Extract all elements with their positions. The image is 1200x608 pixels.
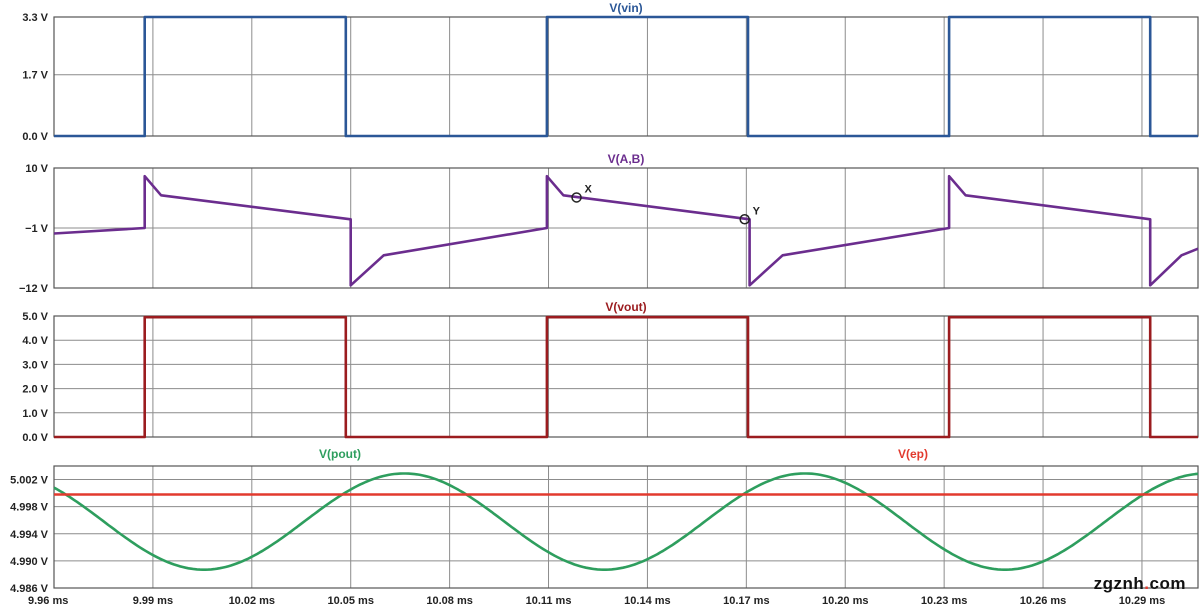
y-tick-label: 5.002 V (10, 475, 49, 487)
x-tick-label: 10.23 ms (921, 595, 967, 607)
y-tick-label: 10 V (25, 163, 48, 175)
series-line-v-pout- (53, 472, 1199, 571)
x-tick-label: 10.20 ms (822, 595, 868, 607)
y-tick-label: −1 V (25, 223, 49, 235)
y-tick-label: 4.986 V (10, 583, 49, 595)
watermark-text-1: zgznh (1093, 574, 1145, 593)
series-line-v-vout- (54, 315, 1198, 439)
watermark-text-2: com (1149, 574, 1186, 593)
cursor-marker (739, 214, 750, 225)
cursor-marker-label: Y (753, 205, 761, 217)
x-tick-label: 10.08 ms (426, 595, 472, 607)
y-tick-label: 4.994 V (10, 529, 49, 541)
x-tick-label: 10.05 ms (327, 595, 373, 607)
panel-title: V(ep) (898, 447, 928, 461)
panel-frame (53, 315, 1199, 438)
panel-frame (53, 465, 1199, 589)
x-tick-label: 10.02 ms (229, 595, 275, 607)
panel-title: V(vout) (605, 300, 646, 314)
watermark: zgznh.com (1094, 574, 1186, 594)
x-tick-label: 10.11 ms (526, 595, 572, 607)
y-tick-label: 2.0 V (22, 384, 48, 396)
watermark-dot: . (1144, 574, 1150, 593)
panel-frame (53, 167, 1199, 289)
y-tick-label: −12 V (19, 283, 49, 295)
y-tick-label: 4.998 V (10, 502, 49, 514)
x-tick-label: 9.96 ms (28, 595, 68, 607)
y-tick-label: 4.990 V (10, 556, 49, 568)
panel-title: V(vin) (609, 1, 642, 15)
y-tick-label: 3.3 V (22, 12, 48, 24)
cursor-marker-label: X (585, 183, 593, 195)
y-tick-label: 1.0 V (22, 408, 48, 420)
y-tick-label: 1.7 V (22, 70, 48, 82)
y-tick-label: 5.0 V (22, 311, 48, 323)
x-tick-label: 9.99 ms (133, 595, 173, 607)
series-line-v-vin- (54, 15, 1198, 138)
x-tick-label: 10.14 ms (624, 595, 670, 607)
panel-title: V(pout) (319, 447, 361, 461)
x-tick-label: 10.17 ms (723, 595, 769, 607)
y-tick-label: 3.0 V (22, 359, 48, 371)
y-tick-label: 0.0 V (22, 131, 48, 143)
x-tick-label: 10.26 ms (1020, 595, 1066, 607)
x-tick-label: 10.29 ms (1119, 595, 1165, 607)
y-tick-label: 0.0 V (22, 432, 48, 444)
series-line-v-a-b- (53, 174, 1199, 287)
panel-title: V(A,B) (608, 152, 645, 166)
y-tick-label: 4.0 V (22, 335, 48, 347)
cursor-marker (571, 192, 582, 203)
panel-frame (53, 16, 1199, 137)
